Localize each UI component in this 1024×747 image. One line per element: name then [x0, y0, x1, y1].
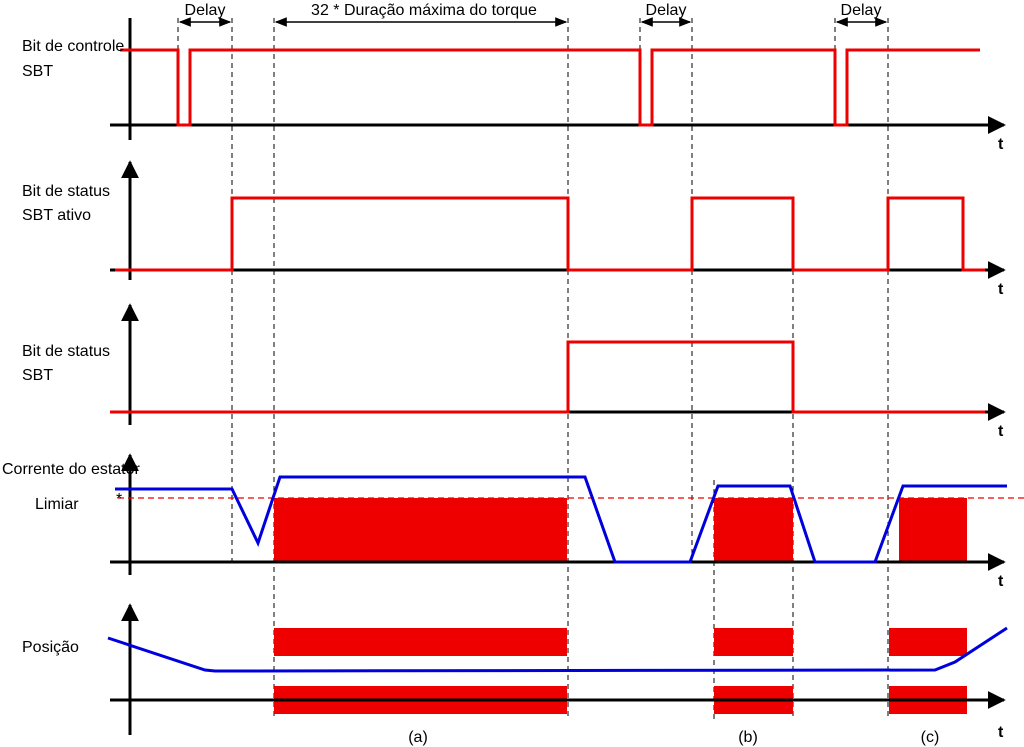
axis-label: t: [998, 724, 1004, 741]
duration-label: 32 * Duração máxima do torque: [311, 2, 537, 19]
threshold-marker: *: [116, 491, 122, 508]
row-label: Corrente do estator: [2, 461, 141, 478]
dashed-guides: [177, 18, 889, 720]
row-position: Posição t (a) (b) (c): [22, 603, 1008, 746]
row-active-status: Bit de status SBT ativo t: [22, 160, 1006, 298]
row-current: Corrente do estator Limiar * t: [2, 453, 1024, 590]
case-label: (b): [738, 729, 758, 746]
case-label: (c): [921, 729, 940, 746]
row-label: Bit de status: [22, 183, 110, 200]
case-label: (a): [408, 729, 428, 746]
torque-block: [714, 498, 793, 562]
row-label: SBT ativo: [22, 207, 91, 224]
row-label: Bit de controle: [22, 38, 124, 55]
axis-label: t: [998, 573, 1004, 590]
torque-block: [274, 628, 567, 656]
delay-label: Delay: [185, 2, 226, 19]
annotations: Delay 32 * Duração máxima do torque Dela…: [178, 2, 888, 27]
torque-block: [899, 498, 967, 562]
row-label: SBT: [22, 367, 53, 384]
torque-block: [274, 498, 567, 562]
axis-label: t: [998, 136, 1004, 153]
torque-block: [714, 628, 793, 656]
row-label: Posição: [22, 639, 79, 656]
delay-label: Delay: [841, 2, 882, 19]
torque-block: [889, 628, 967, 656]
axis-label: t: [998, 423, 1004, 440]
threshold-label: Limiar: [35, 496, 79, 513]
row-status: Bit de status SBT t: [22, 303, 1006, 440]
row-control-bit: Bit de controle SBT t: [22, 18, 1004, 153]
axis-label: t: [998, 281, 1004, 298]
row-label: Bit de status: [22, 343, 110, 360]
delay-label: Delay: [646, 2, 687, 19]
row-label: SBT: [22, 63, 53, 80]
